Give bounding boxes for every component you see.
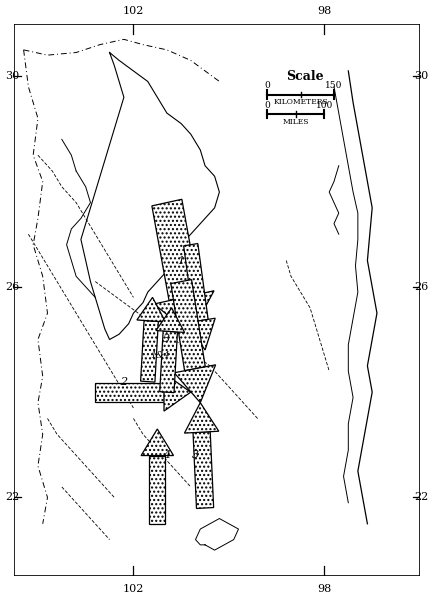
Text: 4: 4 (163, 451, 171, 460)
Polygon shape (174, 365, 216, 403)
Polygon shape (160, 331, 178, 392)
Polygon shape (187, 318, 215, 350)
Text: 98: 98 (317, 584, 332, 595)
Text: 102: 102 (123, 584, 144, 595)
Text: 30: 30 (414, 71, 428, 81)
Polygon shape (193, 431, 214, 508)
Text: 22: 22 (6, 493, 20, 502)
Text: 1: 1 (178, 256, 185, 266)
Text: 150: 150 (326, 82, 343, 91)
Polygon shape (184, 244, 208, 322)
Text: 22: 22 (414, 493, 428, 502)
Text: Scale: Scale (286, 70, 324, 83)
Polygon shape (152, 199, 199, 301)
Text: 3: 3 (163, 334, 171, 344)
Polygon shape (95, 383, 164, 401)
Polygon shape (154, 291, 214, 334)
Polygon shape (156, 308, 184, 332)
Text: MILES: MILES (283, 118, 309, 125)
Text: 0: 0 (264, 101, 270, 110)
Text: 2: 2 (120, 377, 128, 386)
Text: 102: 102 (123, 5, 144, 16)
Polygon shape (141, 320, 158, 382)
Polygon shape (184, 403, 219, 433)
Text: 26: 26 (6, 282, 20, 292)
Text: KILOMETERS: KILOMETERS (273, 98, 328, 106)
Polygon shape (137, 298, 165, 322)
Text: 98: 98 (317, 5, 332, 16)
Text: 1&4: 1&4 (150, 351, 169, 360)
Text: 100: 100 (316, 101, 333, 110)
Text: 0: 0 (264, 82, 270, 91)
Polygon shape (141, 429, 174, 455)
Text: 30: 30 (6, 71, 20, 81)
Text: 26: 26 (414, 282, 428, 292)
Polygon shape (171, 280, 205, 371)
Polygon shape (149, 455, 165, 524)
Polygon shape (164, 373, 191, 411)
Text: 3: 3 (192, 451, 199, 460)
